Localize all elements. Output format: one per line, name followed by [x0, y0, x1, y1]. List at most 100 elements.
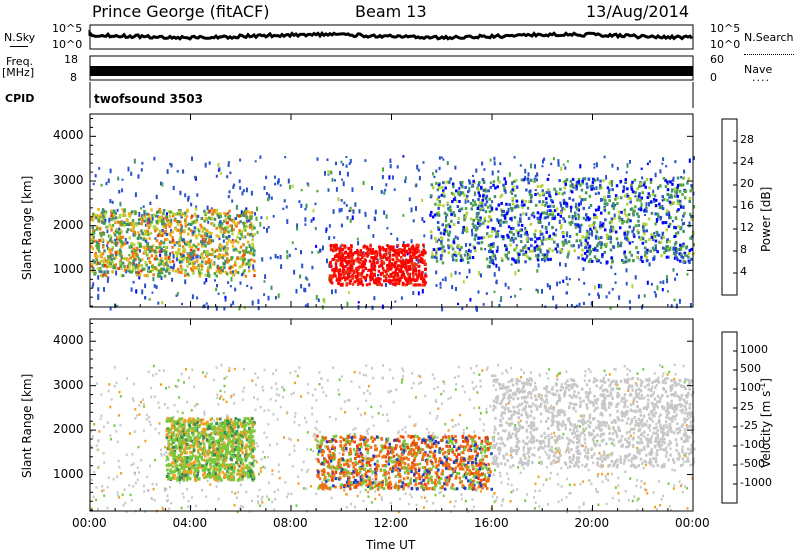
velocity-echo-cell [443, 476, 446, 479]
velocity-echo-cell [176, 410, 179, 413]
velocity-echo-cell [610, 394, 613, 397]
power-feature-cell [203, 219, 206, 223]
power-echo-cell [440, 239, 443, 244]
velocity-echo-cell [674, 415, 677, 418]
power-echo-cell [613, 213, 616, 218]
power-feature-cell [192, 271, 195, 275]
power-feature-cell [123, 208, 126, 212]
power-feature-cell [195, 214, 198, 218]
power-feature-cell [200, 256, 204, 260]
power-feature-cell [534, 240, 537, 244]
power-feature-cell [548, 194, 551, 198]
velocity-echo-cell [618, 387, 621, 391]
power-echo-cell [328, 224, 331, 228]
power-echo-cell [139, 249, 141, 253]
power-echo-cell [408, 197, 411, 202]
power-feature-cell [122, 212, 125, 216]
power-feature-cell [166, 237, 169, 241]
power-feature-cell [344, 265, 347, 268]
power-echo-cell [454, 270, 457, 275]
power-feature-cell [671, 182, 674, 186]
power-feature-cell [674, 242, 677, 246]
power-echo-cell [535, 288, 538, 292]
velocity-echo-cell [297, 475, 300, 478]
velocity-echo-cell [246, 421, 249, 425]
velocity-echo-cell [657, 480, 660, 483]
power-feature-cell [658, 240, 661, 244]
power-feature-cell [571, 190, 574, 194]
power-feature-cell [344, 260, 348, 264]
power-echo-cell [527, 172, 530, 177]
power-feature-cell [219, 248, 222, 252]
power-feature-cell [524, 250, 528, 254]
velocity-echo-cell [256, 397, 259, 401]
power-feature-cell [612, 207, 616, 211]
power-feature-cell [521, 200, 524, 204]
power-feature-cell [618, 216, 621, 220]
power-feature-cell [437, 213, 441, 217]
power-feature-cell [161, 259, 164, 263]
power-feature-cell [186, 260, 189, 263]
power-feature-cell [167, 255, 170, 259]
power-feature-cell [215, 274, 218, 278]
power-feature-cell [213, 217, 217, 221]
power-feature-cell [584, 246, 587, 250]
power-feature-cell [522, 178, 526, 182]
velocity-echo-cell [492, 473, 495, 477]
velocity-echo-cell [158, 432, 161, 435]
power-feature-cell [156, 234, 160, 238]
power-feature-cell [330, 281, 334, 285]
power-feature-cell [539, 215, 542, 219]
power-feature-cell [111, 260, 114, 264]
power-feature-cell [544, 253, 547, 257]
velocity-echo-cell [223, 390, 226, 394]
power-feature-cell [238, 229, 241, 233]
power-feature-cell [640, 236, 644, 240]
power-echo-cell [580, 200, 582, 206]
power-feature-cell [160, 256, 163, 260]
velocity-echo-cell [136, 478, 139, 482]
velocity-echo-cell [579, 425, 581, 428]
power-feature-cell [629, 197, 632, 201]
power-feature-cell [534, 193, 537, 196]
power-feature-cell [356, 256, 360, 260]
velocity-echo-cell [363, 391, 366, 395]
power-feature-cell [501, 209, 504, 213]
power-feature-cell [201, 229, 204, 233]
power-feature-cell [669, 180, 672, 184]
power-feature-cell [372, 260, 376, 264]
velocity-echo-cell [113, 384, 116, 388]
power-feature-cell [650, 233, 653, 237]
power-feature-cell [534, 203, 538, 207]
power-echo-cell [588, 206, 591, 209]
velocity-echo-cell [140, 400, 142, 404]
power-echo-cell [133, 158, 136, 164]
velocity-echo-cell [644, 463, 647, 467]
power-echo-cell [176, 170, 179, 173]
power-feature-cell [385, 258, 389, 262]
power-echo-cell [609, 306, 612, 310]
power-echo-cell [227, 163, 230, 168]
power-feature-cell [553, 187, 556, 191]
velocity-echo-cell [436, 385, 439, 389]
velocity-echo-cell [255, 383, 257, 386]
power-feature-cell [398, 268, 401, 272]
velocity-echo-cell [259, 504, 262, 507]
power-feature-cell [675, 250, 678, 254]
power-feature-cell [407, 265, 410, 269]
power-feature-cell [206, 266, 210, 270]
power-feature-cell [343, 246, 346, 250]
velocity-echo-cell [381, 448, 384, 451]
power-echo-cell [106, 244, 109, 248]
power-feature-cell [158, 250, 162, 254]
power-feature-cell [348, 259, 352, 263]
power-feature-cell [482, 236, 486, 239]
power-echo-cell [306, 182, 309, 185]
power-feature-cell [546, 257, 549, 261]
power-feature-cell [363, 244, 366, 248]
power-feature-cell [397, 253, 401, 257]
power-feature-cell [452, 211, 455, 215]
power-feature-cell [515, 199, 519, 203]
velocity-echo-cell [447, 397, 450, 401]
velocity-echo-cell [546, 453, 548, 456]
